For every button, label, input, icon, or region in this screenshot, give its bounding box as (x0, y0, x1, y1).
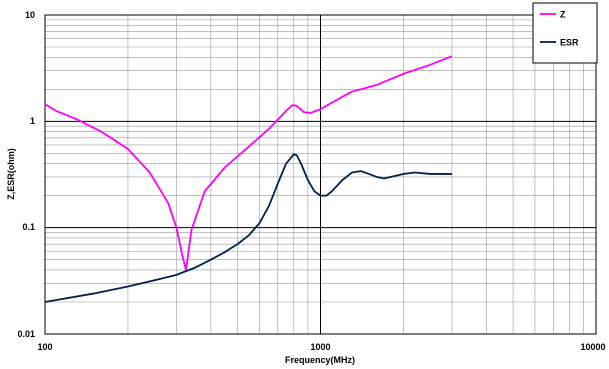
y-axis-title: Z,ESR(ohm) (6, 148, 16, 200)
y-tick-label: 10 (25, 10, 35, 20)
legend-label-z: Z (560, 10, 566, 20)
x-axis-title: Frequency(MHz) (285, 355, 355, 365)
y-tick-label: 0.1 (22, 222, 35, 232)
series-layer (44, 55, 453, 303)
legend: Z ESR (532, 2, 598, 64)
series-line-z (44, 55, 453, 271)
x-tick-label: 1000 (310, 342, 330, 352)
x-tick-labels: 100 1000 10000 (37, 342, 605, 352)
legend-box (532, 2, 598, 64)
y-tick-labels: 10 1 0.1 0.01 (17, 10, 35, 339)
y-tick-label: 1 (30, 116, 35, 126)
x-tick-label: 100 (37, 342, 52, 352)
series-line-esr (44, 153, 452, 303)
plot-border (44, 14, 597, 335)
x-tick-label: 10000 (580, 342, 605, 352)
y-tick-label: 0.01 (17, 329, 35, 339)
legend-label-esr: ESR (560, 38, 579, 48)
